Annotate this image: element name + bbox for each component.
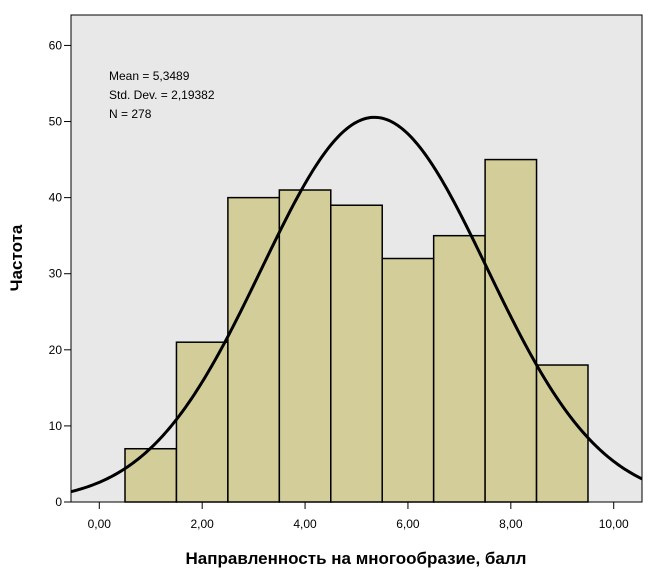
x-tick-label: 6,00	[396, 517, 420, 531]
x-axis-title: Направленность на многообразие, балл	[186, 549, 527, 568]
bar-3	[227, 196, 281, 503]
summary-statistics: Mean = 5,3489 Std. Dev. = 2,19382 N = 278	[109, 69, 215, 121]
y-tick-label: 20	[49, 343, 63, 357]
stats-line: Std. Dev. = 2,19382	[109, 88, 215, 102]
x-tick-label: 2,00	[190, 517, 214, 531]
x-tick-label: 10,00	[599, 517, 629, 531]
bar-8	[484, 158, 538, 503]
y-axis: 0 10 20 30 40 50 60	[49, 38, 71, 509]
bar-5	[330, 204, 383, 503]
normal-curve	[70, 115, 643, 494]
y-tick-label: 10	[49, 419, 63, 433]
y-axis-title: Частота	[7, 224, 26, 291]
bar-7	[432, 234, 486, 503]
bar-9	[535, 364, 589, 503]
bar-1	[124, 447, 178, 503]
x-tick-label: 8,00	[499, 517, 523, 531]
x-tick-label: 4,00	[293, 517, 317, 531]
y-tick-label: 0	[55, 495, 62, 509]
y-tick-label: 50	[49, 115, 63, 129]
bar-4	[278, 189, 332, 503]
y-tick-label: 40	[49, 191, 63, 205]
stats-line: Mean = 5,3489	[109, 69, 190, 83]
stats-line: N = 278	[109, 107, 152, 121]
y-tick-label: 60	[49, 38, 63, 52]
y-tick-label: 30	[49, 267, 63, 281]
x-tick-label: 0,00	[88, 517, 112, 531]
x-axis: 0,00 2,00 4,00 6,00 8,00 10,00	[88, 502, 629, 531]
bar-2	[175, 341, 229, 503]
bar-6	[381, 257, 435, 503]
plot-frame	[70, 14, 643, 503]
